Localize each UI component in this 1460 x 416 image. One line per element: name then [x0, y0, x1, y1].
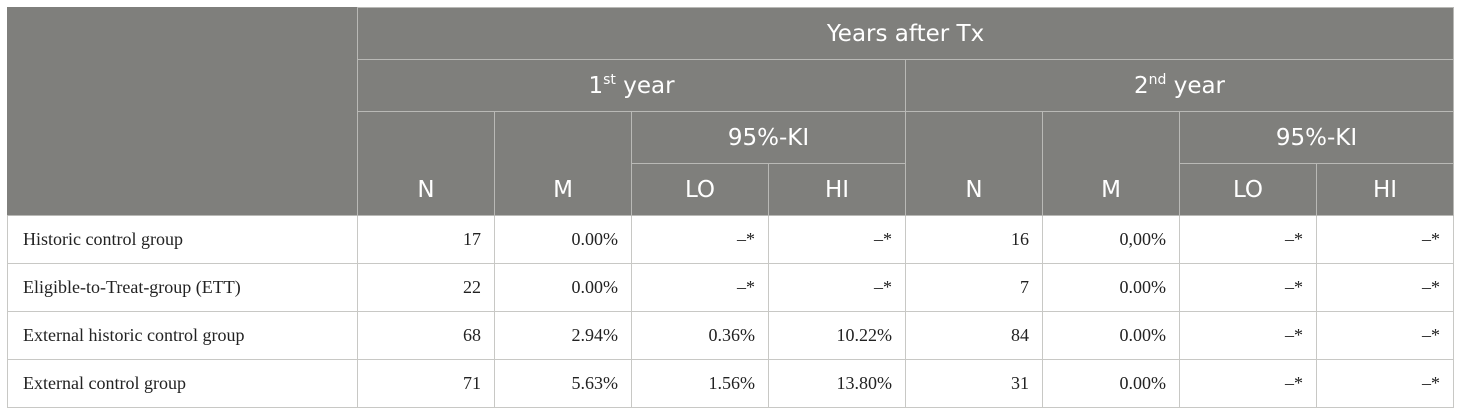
table-row: Historic control group 17 0.00% –* –* 16…: [7, 215, 1454, 264]
cell-y2-m: 0.00%: [1042, 311, 1180, 360]
cell-y1-n: 71: [357, 359, 495, 408]
cell-y1-hi: –*: [768, 263, 906, 312]
header-year-2-sup: nd: [1148, 71, 1167, 88]
cell-y2-hi: –*: [1316, 215, 1454, 264]
cell-y2-m: 0.00%: [1042, 359, 1180, 408]
header-y1-n: N: [357, 111, 495, 216]
table-row: External historic control group 68 2.94%…: [7, 311, 1454, 360]
cell-y2-lo: –*: [1179, 215, 1317, 264]
header-y1-ci: 95%-KI: [631, 111, 906, 164]
cell-y2-lo: –*: [1179, 359, 1317, 408]
cell-y1-lo: 1.56%: [631, 359, 769, 408]
header-year-1-rest: year: [615, 72, 675, 99]
cell-y2-n: 16: [905, 215, 1043, 264]
header-year-2-num: 2: [1133, 72, 1149, 99]
table-row: External control group 71 5.63% 1.56% 13…: [7, 359, 1454, 408]
row-label: External historic control group: [7, 311, 358, 360]
header-corner-blank: [7, 7, 358, 216]
cell-y2-n: 7: [905, 263, 1043, 312]
cell-y1-n: 22: [357, 263, 495, 312]
row-label: Historic control group: [7, 215, 358, 264]
header-y1-m: M: [494, 111, 632, 216]
cell-y2-m: 0.00%: [1042, 263, 1180, 312]
cell-y1-n: 68: [357, 311, 495, 360]
header-year-2-rest: year: [1166, 72, 1226, 99]
cell-y1-hi: –*: [768, 215, 906, 264]
cell-y2-n: 84: [905, 311, 1043, 360]
row-label: Eligible-to-Treat-group (ETT): [7, 263, 358, 312]
header-years-after-tx: Years after Tx: [357, 7, 1454, 60]
cell-y2-hi: –*: [1316, 359, 1454, 408]
cell-y2-lo: –*: [1179, 311, 1317, 360]
header-y2-lo: LO: [1179, 163, 1317, 216]
header-year-1-sup: st: [603, 71, 616, 88]
cell-y1-lo: –*: [631, 263, 769, 312]
cell-y1-hi: 10.22%: [768, 311, 906, 360]
header-y1-lo: LO: [631, 163, 769, 216]
results-table-container: Years after Tx 1st year 2nd year N M 95%…: [7, 7, 1454, 408]
cell-y1-hi: 13.80%: [768, 359, 906, 408]
cell-y2-hi: –*: [1316, 311, 1454, 360]
cell-y1-m: 2.94%: [494, 311, 632, 360]
row-label: External control group: [7, 359, 358, 408]
results-table: Years after Tx 1st year 2nd year N M 95%…: [7, 7, 1454, 408]
header-year-2: 2nd year: [905, 59, 1454, 112]
header-year-1-num: 1: [588, 72, 604, 99]
cell-y1-n: 17: [357, 215, 495, 264]
cell-y2-lo: –*: [1179, 263, 1317, 312]
table-header: Years after Tx 1st year 2nd year N M 95%…: [7, 7, 1454, 216]
cell-y2-n: 31: [905, 359, 1043, 408]
table-body: Historic control group 17 0.00% –* –* 16…: [7, 215, 1454, 408]
header-y1-hi: HI: [768, 163, 906, 216]
cell-y2-hi: –*: [1316, 263, 1454, 312]
header-y2-hi: HI: [1316, 163, 1454, 216]
cell-y2-m: 0,00%: [1042, 215, 1180, 264]
cell-y1-m: 0.00%: [494, 215, 632, 264]
cell-y1-lo: 0.36%: [631, 311, 769, 360]
table-row: Eligible-to-Treat-group (ETT) 22 0.00% –…: [7, 263, 1454, 312]
cell-y1-lo: –*: [631, 215, 769, 264]
header-year-1: 1st year: [357, 59, 906, 112]
cell-y1-m: 0.00%: [494, 263, 632, 312]
header-y2-m: M: [1042, 111, 1180, 216]
header-y2-ci: 95%-KI: [1179, 111, 1454, 164]
cell-y1-m: 5.63%: [494, 359, 632, 408]
header-y2-n: N: [905, 111, 1043, 216]
